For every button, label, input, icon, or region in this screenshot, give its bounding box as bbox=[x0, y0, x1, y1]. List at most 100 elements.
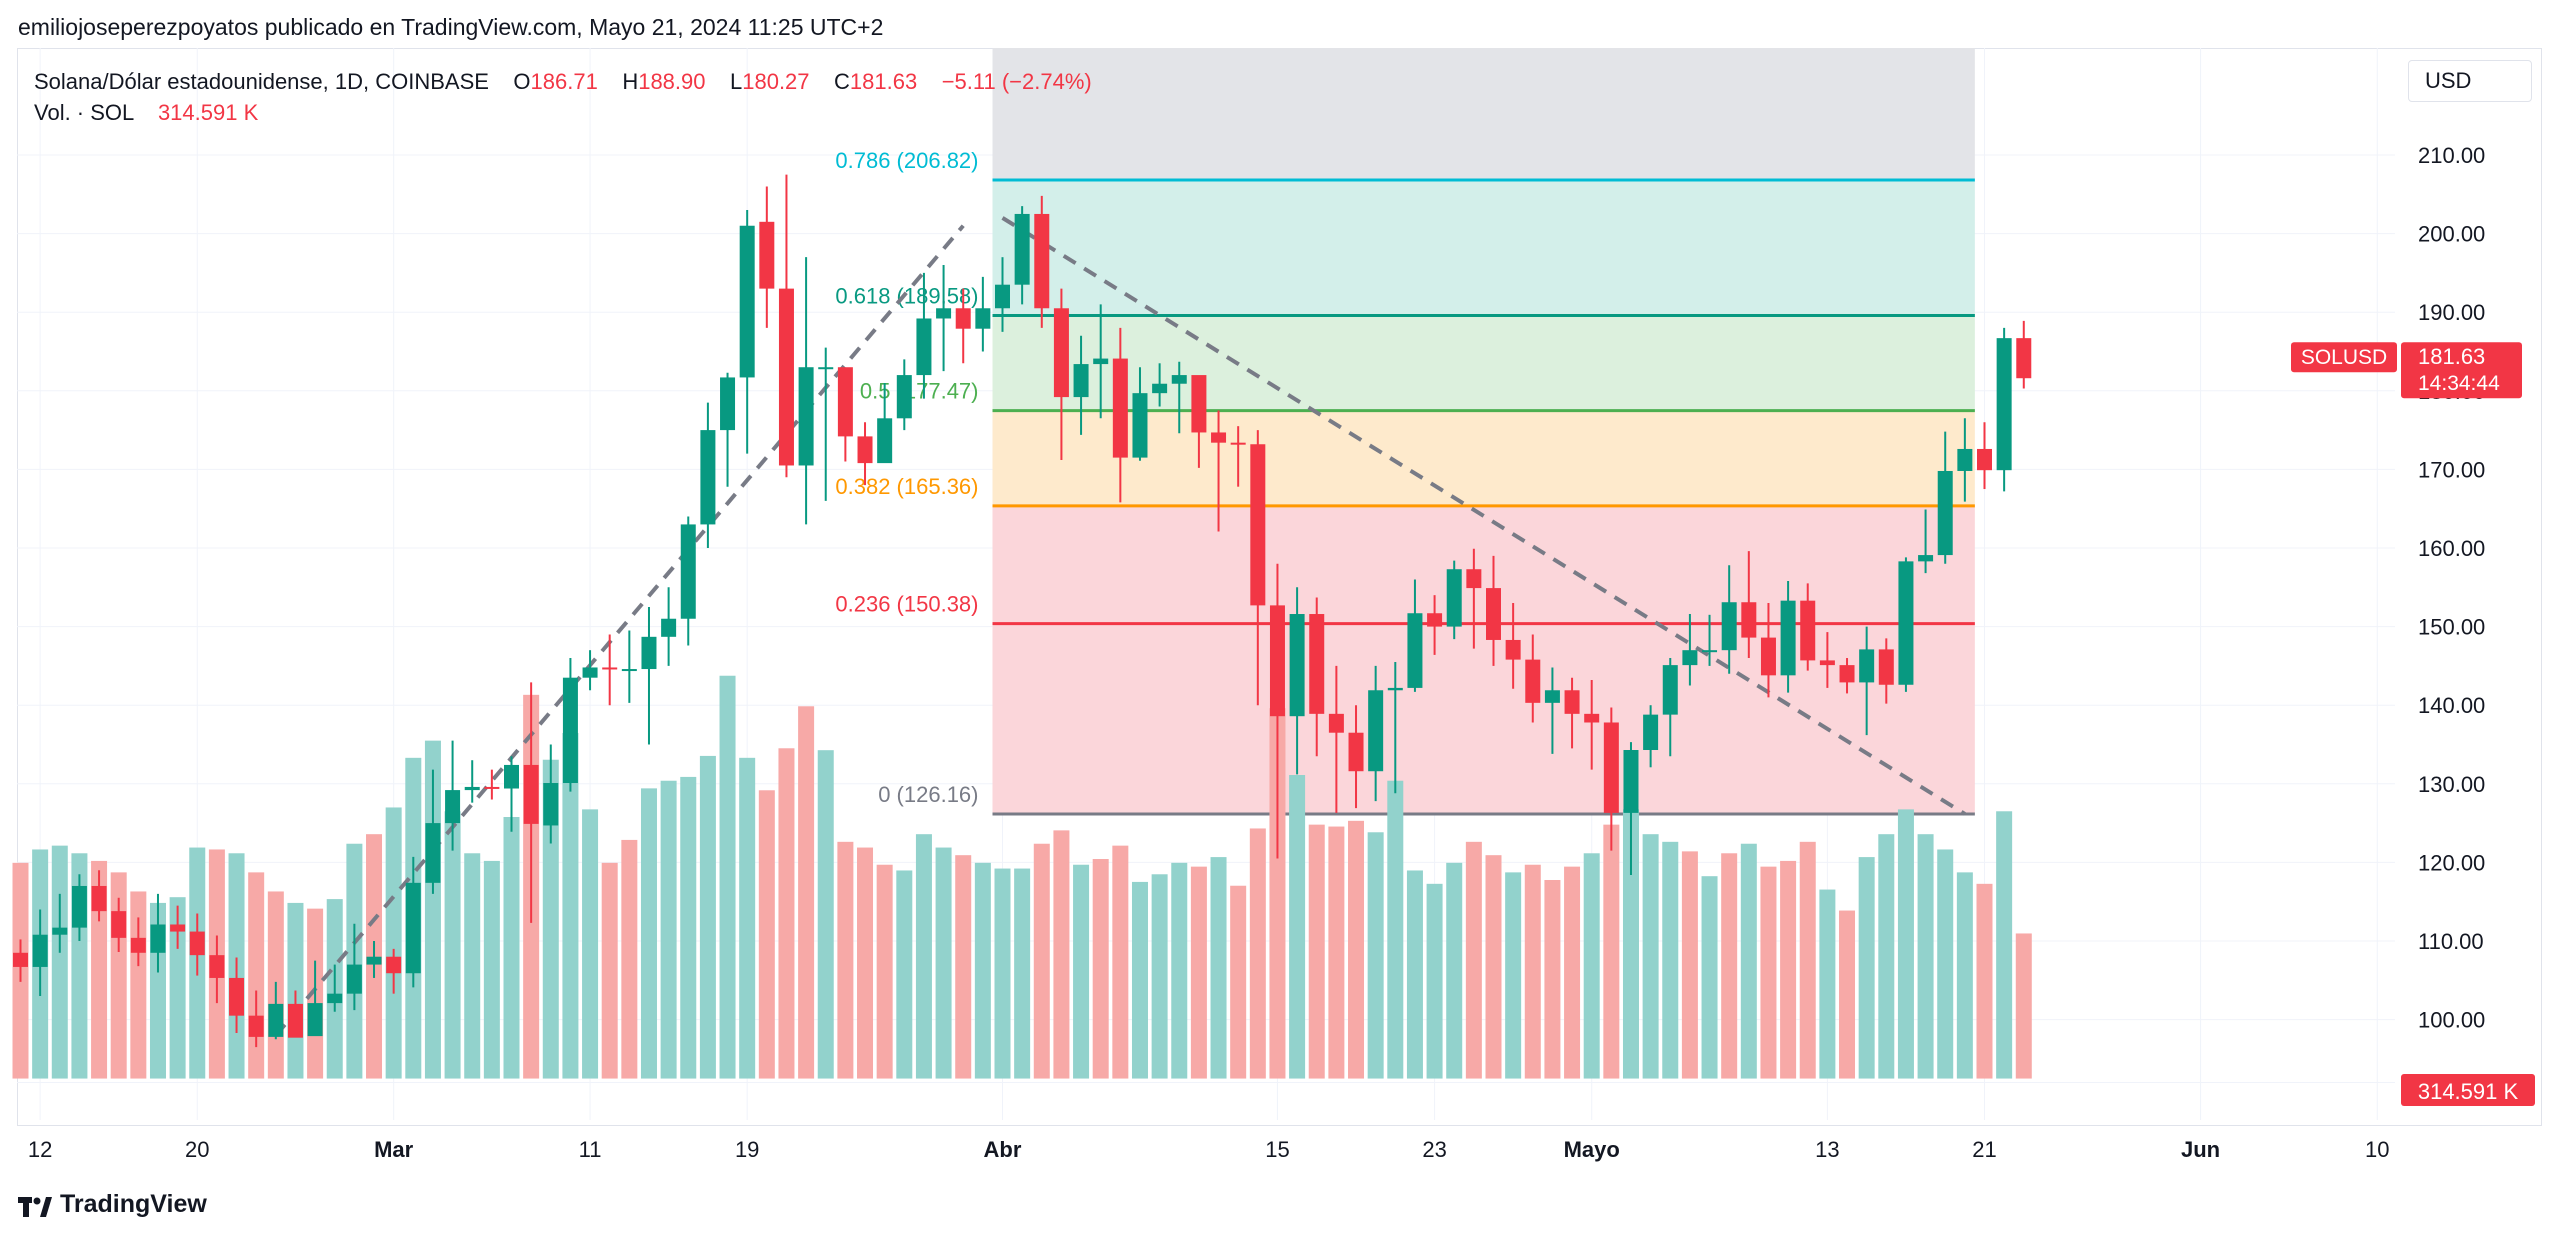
volume-bar bbox=[621, 839, 638, 1079]
candle-body bbox=[366, 956, 382, 965]
volume-bar bbox=[1230, 885, 1247, 1079]
volume-bar bbox=[739, 757, 756, 1079]
volume-bar bbox=[1858, 857, 1875, 1079]
price-badges: SOLUSD 181.63 14:34:44 314.591 K bbox=[2291, 342, 2535, 1106]
volume-bar bbox=[1976, 883, 1993, 1079]
volume-bar bbox=[1937, 849, 1954, 1079]
high-label: H bbox=[622, 69, 639, 94]
price-tick-label: 200.00 bbox=[2418, 222, 2485, 247]
price-tick-label: 130.00 bbox=[2418, 772, 2485, 797]
candle-body bbox=[778, 288, 794, 466]
candle-body bbox=[739, 225, 755, 378]
volume-bar bbox=[876, 864, 893, 1079]
fib-level-label: 0 (126.16) bbox=[878, 782, 978, 807]
volume-bar bbox=[248, 872, 265, 1079]
candle-body bbox=[130, 937, 146, 953]
symbol-badge bbox=[2291, 342, 2397, 373]
candle-body bbox=[1446, 569, 1462, 627]
volume-bar bbox=[1839, 910, 1856, 1079]
volume-badge bbox=[2401, 1074, 2535, 1106]
candle-body bbox=[543, 783, 559, 826]
close-value: 181.63 bbox=[849, 69, 918, 94]
candle-body bbox=[1800, 600, 1816, 661]
candle-body bbox=[150, 924, 166, 953]
candle-body bbox=[916, 318, 932, 376]
candle-body bbox=[1721, 602, 1737, 651]
currency-button[interactable]: USD bbox=[2408, 60, 2532, 102]
open-label: O bbox=[513, 69, 531, 94]
candle-body bbox=[1191, 375, 1207, 433]
fib-zone bbox=[992, 179, 1975, 316]
volume-bar bbox=[1289, 775, 1306, 1079]
candle-body bbox=[1603, 722, 1619, 813]
symbol-badge-text: SOLUSD bbox=[2301, 346, 2387, 369]
candle-body bbox=[661, 618, 677, 637]
price-badge bbox=[2401, 342, 2522, 399]
price-tick-label: 170.00 bbox=[2418, 457, 2485, 482]
volume-bar bbox=[385, 807, 402, 1079]
candle-body bbox=[1878, 649, 1894, 685]
open-value: 186.71 bbox=[530, 69, 598, 94]
volume-bars bbox=[12, 675, 2032, 1079]
symbol-name[interactable]: Solana/Dólar estadounidense, 1D, COINBAS… bbox=[34, 69, 489, 94]
candle-body bbox=[1623, 750, 1639, 813]
candle-body bbox=[327, 993, 343, 1004]
candle-body bbox=[602, 667, 618, 670]
high-value: 188.90 bbox=[638, 69, 706, 94]
candle-body bbox=[1289, 614, 1305, 717]
candle-body bbox=[1584, 713, 1600, 723]
volume-bar bbox=[1505, 872, 1522, 1079]
volume-bar bbox=[1092, 859, 1109, 1079]
tradingview-logo[interactable]: TradingView bbox=[18, 1190, 207, 1219]
volume-bar bbox=[1544, 880, 1561, 1079]
candle-body bbox=[720, 377, 736, 431]
candles bbox=[13, 174, 2032, 1048]
candle-body bbox=[1427, 613, 1443, 627]
time-tick-label: 11 bbox=[579, 1137, 602, 1162]
price-badge-value: 181.63 bbox=[2418, 344, 2485, 369]
volume-bar bbox=[1426, 883, 1443, 1079]
volume-bar bbox=[1740, 843, 1757, 1079]
candle-body bbox=[1937, 470, 1953, 556]
time-axis: 12 20 Mar 11 19 Abr 15 23 Mayo 13 21 Jun 10 bbox=[28, 1137, 2390, 1162]
candle-body bbox=[1662, 665, 1678, 715]
time-tick-label: 15 bbox=[1265, 1137, 1289, 1162]
close-label: C bbox=[834, 69, 850, 94]
time-tick-label: Abr bbox=[984, 1137, 1022, 1162]
candle-body bbox=[1564, 690, 1580, 714]
volume-bar bbox=[1799, 841, 1816, 1079]
price-tick-label: 160.00 bbox=[2418, 536, 2485, 561]
candle-body bbox=[1918, 555, 1934, 562]
candle-body bbox=[1859, 649, 1875, 683]
candle-body bbox=[346, 964, 362, 994]
candle-body bbox=[582, 667, 598, 678]
volume-bar bbox=[601, 862, 618, 1079]
low-value: 180.27 bbox=[742, 69, 810, 94]
volume-row: Vol. · SOL 314.591 K bbox=[34, 97, 1092, 128]
volume-bar bbox=[1406, 870, 1423, 1079]
candle-body bbox=[1250, 444, 1266, 606]
volume-bar bbox=[1897, 809, 1914, 1079]
tradingview-brand: TradingView bbox=[60, 1190, 207, 1218]
volume-bar bbox=[1348, 820, 1365, 1079]
fib-level-label: 0.786 (206.82) bbox=[835, 148, 978, 173]
volume-bar bbox=[1485, 855, 1502, 1079]
candle-body bbox=[1269, 605, 1285, 717]
volume-bar bbox=[1033, 843, 1050, 1079]
candle-body bbox=[464, 786, 480, 791]
time-tick-label: 21 bbox=[1972, 1137, 1996, 1162]
volume-bar bbox=[1328, 826, 1345, 1079]
volume-bar bbox=[798, 706, 815, 1079]
candle-body bbox=[641, 636, 657, 670]
volume-bar bbox=[483, 860, 500, 1079]
volume-label[interactable]: Vol. · SOL bbox=[34, 100, 134, 125]
volume-bar bbox=[91, 860, 108, 1079]
volume-bar bbox=[1622, 809, 1639, 1079]
volume-bar bbox=[51, 845, 68, 1079]
trend-lines bbox=[274, 216, 1966, 1037]
candle-body bbox=[52, 927, 68, 935]
volume-bar bbox=[1073, 864, 1090, 1079]
time-tick-label: 12 bbox=[28, 1137, 52, 1162]
time-tick-label: 20 bbox=[185, 1137, 209, 1162]
